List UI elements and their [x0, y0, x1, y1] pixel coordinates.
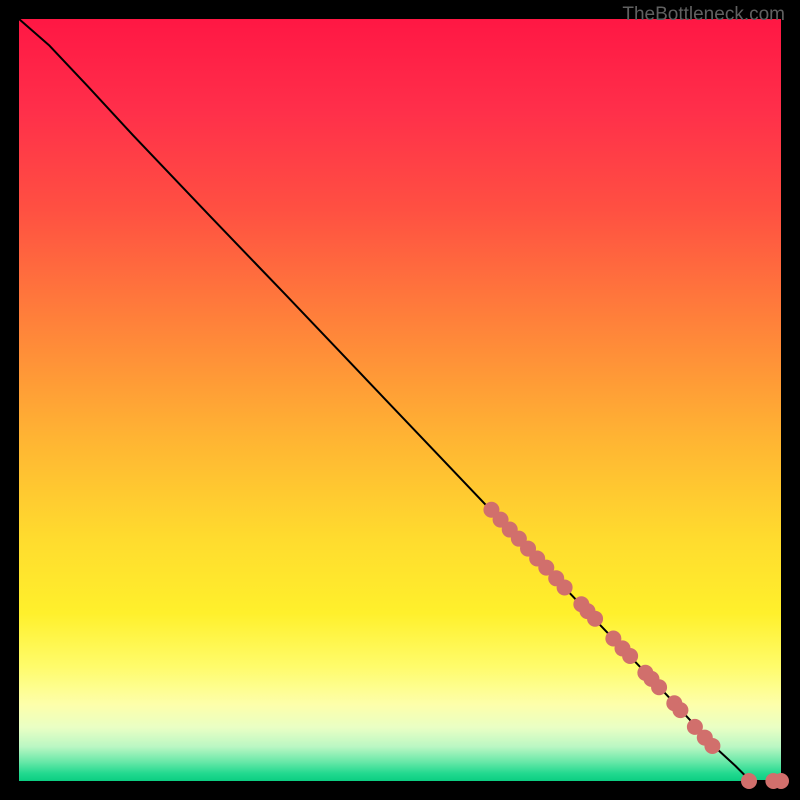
data-marker: [587, 611, 603, 627]
chart-svg: [0, 0, 800, 800]
data-marker: [773, 773, 789, 789]
bottleneck-curve: [19, 19, 781, 781]
data-marker: [651, 679, 667, 695]
data-marker: [704, 738, 720, 754]
data-marker: [672, 702, 688, 718]
watermark-text: TheBottleneck.com: [622, 4, 785, 26]
data-marker: [557, 579, 573, 595]
chart-frame: TheBottleneck.com: [0, 0, 800, 800]
data-marker: [622, 648, 638, 664]
data-marker: [741, 773, 757, 789]
